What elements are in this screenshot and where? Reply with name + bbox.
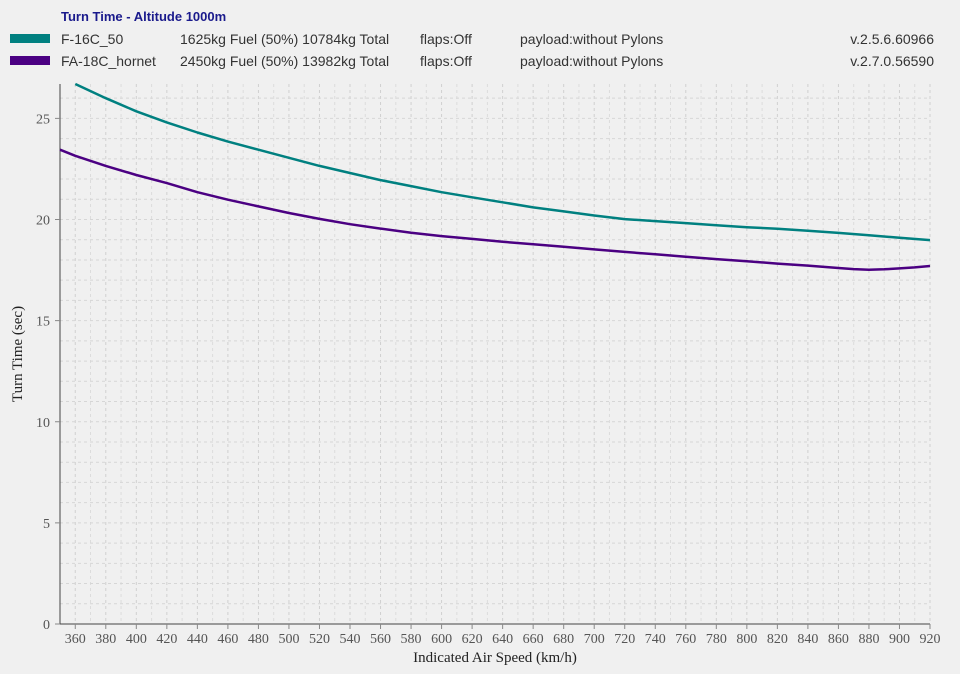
legend-row-f16[interactable]: F-16C_50 1625kg Fuel (50%) 10784kg Total… — [0, 31, 960, 51]
y-tick-label: 5 — [43, 517, 50, 532]
x-tick-label: 860 — [828, 632, 849, 647]
x-tick-label: 700 — [584, 632, 605, 647]
x-tick-label: 500 — [278, 632, 299, 647]
x-tick-label: 840 — [797, 632, 818, 647]
series-line-0[interactable] — [74, 82, 931, 242]
x-tick-label: 460 — [217, 632, 238, 647]
legend-version: v.2.7.0.56590 — [850, 53, 934, 69]
chart-series — [59, 82, 931, 271]
y-tick-label: 25 — [36, 112, 50, 127]
legend-name: FA-18C_hornet — [61, 53, 156, 69]
y-tick-label: 0 — [43, 618, 50, 633]
x-axis-title: Indicated Air Speed (km/h) — [413, 650, 577, 666]
x-tick-label: 440 — [187, 632, 208, 647]
x-tick-label: 760 — [675, 632, 696, 647]
x-tick-label: 740 — [645, 632, 666, 647]
legend-row-fa18[interactable]: FA-18C_hornet 2450kg Fuel (50%) 13982kg … — [0, 53, 960, 73]
chart-ticks: 360 380 400 420 440 460 480 500 520 540 560 580 600 6… — [36, 112, 941, 647]
legend-fuel: 2450kg Fuel (50%) 13982kg Total — [180, 53, 390, 69]
legend-title: Turn Time - Altitude 1000m — [61, 9, 227, 24]
x-tick-label: 520 — [309, 632, 330, 647]
x-tick-label: 660 — [523, 632, 544, 647]
legend-flaps: flaps:Off — [420, 53, 472, 69]
x-tick-label: 880 — [858, 632, 879, 647]
legend-payload: payload:without Pylons — [520, 53, 664, 69]
y-tick-label: 20 — [36, 214, 50, 229]
y-tick-label: 15 — [36, 315, 50, 330]
chart-axes — [59, 84, 930, 625]
x-tick-label: 560 — [370, 632, 391, 647]
legend-payload: payload:without Pylons — [520, 31, 664, 47]
x-tick-label: 720 — [614, 632, 635, 647]
series-line-1[interactable] — [59, 148, 931, 271]
chart-grid — [59, 84, 931, 624]
legend-swatch-fa18 — [10, 56, 50, 65]
legend-version: v.2.5.6.60966 — [850, 31, 934, 47]
x-tick-label: 480 — [248, 632, 269, 647]
legend-fuel: 1625kg Fuel (50%) 10784kg Total — [180, 31, 390, 47]
x-tick-label: 680 — [553, 632, 574, 647]
x-tick-label: 420 — [156, 632, 177, 647]
x-tick-label: 640 — [492, 632, 513, 647]
x-tick-label: 380 — [95, 632, 116, 647]
legend-flaps: flaps:Off — [420, 31, 472, 47]
x-tick-label: 900 — [889, 632, 910, 647]
x-tick-label: 400 — [126, 632, 147, 647]
x-tick-label: 580 — [401, 632, 422, 647]
legend-swatch-f16 — [10, 34, 50, 43]
x-tick-label: 920 — [920, 632, 941, 647]
y-tick-label: 10 — [36, 416, 50, 431]
x-tick-label: 540 — [340, 632, 361, 647]
x-tick-label: 800 — [736, 632, 757, 647]
x-tick-label: 820 — [767, 632, 788, 647]
legend-name: F-16C_50 — [61, 31, 124, 47]
x-tick-label: 620 — [462, 632, 483, 647]
x-tick-label: 780 — [706, 632, 727, 647]
y-axis-title: Turn Time (sec) — [10, 306, 26, 402]
x-tick-label: 360 — [65, 632, 86, 647]
x-tick-label: 600 — [431, 632, 452, 647]
